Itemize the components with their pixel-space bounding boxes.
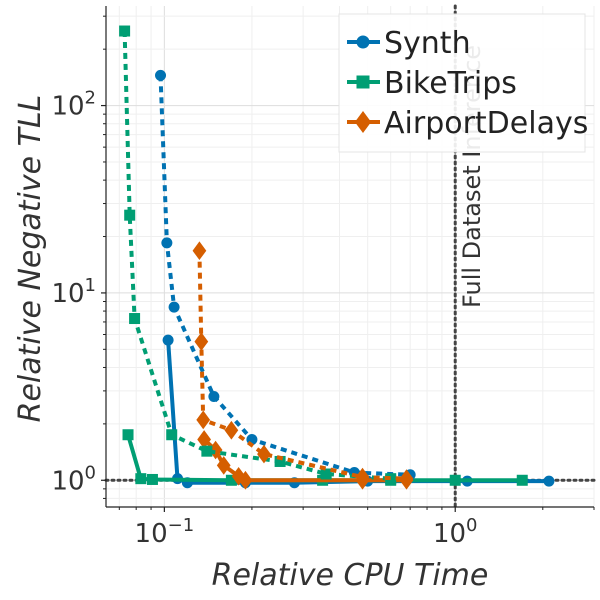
data-point-airportdelays <box>194 332 209 351</box>
legend: Synth BikeTrips AirportDelays <box>338 13 588 153</box>
data-point-airportdelays <box>208 440 223 460</box>
series-layer <box>119 25 555 490</box>
data-point-biketrips <box>129 313 141 325</box>
data-point-biketrips <box>135 473 147 485</box>
x-tick-label: 100 <box>433 515 478 549</box>
data-point-biketrips <box>119 25 131 37</box>
data-point-biketrips <box>516 474 528 486</box>
data-point-synth <box>155 69 167 81</box>
data-point-synth <box>162 334 174 346</box>
series-airportdelays-dotted <box>192 241 414 489</box>
data-point-biketrips <box>201 445 213 457</box>
data-point-biketrips <box>320 468 332 480</box>
x-tick-label: 10−1 <box>135 515 195 549</box>
data-point-biketrips <box>166 429 178 441</box>
data-point-airportdelays <box>197 430 212 449</box>
series-biketrips-dotted <box>119 25 397 485</box>
legend-label-synth: Synth <box>384 26 471 61</box>
data-point-airportdelays <box>196 410 211 430</box>
legend-marker-biketrips <box>356 75 370 89</box>
data-point-synth <box>208 390 220 402</box>
data-point-airportdelays <box>257 444 271 464</box>
data-point-airportdelays <box>224 420 239 440</box>
tick-labels: 10−1 100 100 101 102 <box>51 15 595 549</box>
data-point-biketrips <box>122 429 134 441</box>
data-point-biketrips <box>274 455 286 467</box>
y-tick-label: 100 <box>51 462 96 496</box>
legend-label-airportdelays: AirportDelays <box>384 106 588 141</box>
legend-marker-synth <box>356 35 370 49</box>
y-tick-label: 102 <box>51 88 96 122</box>
series-line-biketrips <box>122 30 391 481</box>
data-point-airportdelays <box>238 470 253 490</box>
data-point-airportdelays <box>192 241 207 261</box>
data-point-airportdelays <box>216 456 231 475</box>
data-point-synth <box>168 301 180 313</box>
y-axis-title: Relative Negative TLL <box>13 95 48 423</box>
data-point-airportdelays <box>399 469 414 489</box>
legend-label-biketrips: BikeTrips <box>384 66 517 101</box>
x-axis-title: Relative CPU Time <box>212 558 489 593</box>
data-point-biketrips <box>146 473 158 485</box>
y-tick-label: 101 <box>51 275 96 309</box>
data-point-synth <box>543 475 555 487</box>
data-point-synth <box>161 237 173 249</box>
data-point-biketrips <box>124 209 136 221</box>
data-point-airportdelays <box>355 467 370 487</box>
legend-marker-airportdelays <box>354 110 372 134</box>
data-point-biketrips <box>449 474 461 486</box>
data-point-biketrips <box>225 474 237 486</box>
data-point-biketrips <box>385 473 397 485</box>
